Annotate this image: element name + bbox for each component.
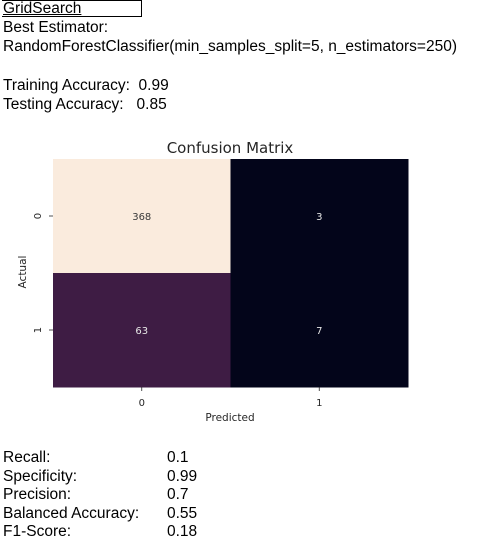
metric-label: Precision: [3,486,72,503]
metric-value: 0.55 [167,504,198,522]
y-tick-label: 1 [33,327,44,333]
heatmap-cell-1-1 [230,273,409,388]
cell-value-label: 7 [316,326,322,337]
x-tick-label: 0 [139,398,145,409]
confusion-matrix-chart: Confusion Matrix 368 363 7 0 101 Predicted … [17,139,409,424]
heatmap-cell-0-0 [53,159,231,274]
y-axis-label: Actual [17,256,29,289]
page-title: GridSearch [3,0,82,17]
metric-label: F1-Score: [3,523,72,540]
cell-value-label: 368 [132,212,151,223]
metric-value: 0.7 [167,486,189,503]
heatmap-cell-0-1 [230,159,409,274]
chart-title: Confusion Matrix [167,139,294,157]
cell-value-label: 3 [316,212,322,223]
x-tick-label: 1 [316,398,322,409]
y-tick-label: 0 [33,213,44,219]
best-estimator-value: RandomForestClassifier(min_samples_split… [3,38,457,55]
metric-label: Recall: [3,449,51,466]
metric-label: Balanced Accuracy: [3,504,140,522]
metric-value: 0.1 [167,449,189,466]
cell-value-label: 63 [135,326,148,337]
testing-accuracy: Testing Accuracy: 0.85 [3,96,167,113]
metric-value: 0.99 [167,467,198,485]
best-estimator-label: Best Estimator: [3,19,109,36]
training-accuracy: Training Accuracy: 0.99 [3,77,169,94]
x-axis-label: Predicted [205,412,254,424]
metric-label: Specificity: [3,467,78,485]
heatmap-cell-1-0 [53,273,231,388]
metric-value: 0.18 [167,523,198,540]
